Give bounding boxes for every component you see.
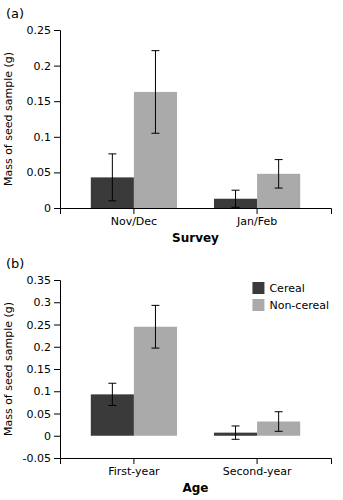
- legend-label: Cereal: [269, 282, 304, 295]
- tick-mark: [54, 369, 60, 370]
- error-bar: [232, 190, 240, 207]
- panel-label: (b): [6, 256, 24, 271]
- y-tick: -0.05: [23, 452, 60, 465]
- tick-label: Jan/Feb: [236, 215, 277, 228]
- y-tick: 0.25: [27, 24, 61, 37]
- legend-label: Non-cereal: [269, 299, 329, 312]
- tick-label: 0.15: [27, 363, 52, 376]
- x-tick: Second-year: [223, 458, 292, 478]
- series: [134, 305, 300, 435]
- y-tick: 0.15: [27, 363, 61, 376]
- tick-mark: [54, 302, 60, 303]
- tick-mark: [54, 101, 60, 102]
- tick-label: Second-year: [223, 465, 292, 478]
- tick-label: -0.05: [23, 452, 51, 465]
- tick-mark: [54, 325, 60, 326]
- y-axis-title: Mass of seed sample (g): [2, 302, 15, 436]
- y-axis-title: Mass of seed sample (g): [2, 52, 15, 186]
- tick-label: 0.25: [27, 319, 52, 332]
- series: [134, 51, 300, 208]
- tick-mark: [54, 137, 60, 138]
- tick-label: 0.1: [34, 385, 52, 398]
- tick-mark: [54, 414, 60, 415]
- tick-label: Nov/Dec: [111, 215, 157, 228]
- tick-label: 0: [44, 202, 51, 215]
- tick-label: 0.1: [34, 131, 52, 144]
- axis-line: [61, 209, 332, 215]
- tick-mark: [133, 208, 134, 214]
- tick-mark: [54, 172, 60, 173]
- error-bar: [275, 412, 283, 432]
- tick-label: 0.2: [34, 341, 52, 354]
- x-axis-title: Age: [182, 481, 208, 495]
- figure: 0 0.05 0.1 0.15 0.2 0.25 Nov/Dec Jan/Feb Mass of…: [0, 0, 343, 500]
- tick-mark: [257, 458, 258, 464]
- y-tick: 0.25: [27, 319, 61, 332]
- tick-label: 0: [44, 430, 51, 443]
- y-tick: 0.3: [34, 296, 61, 309]
- tick-label: 0.15: [27, 95, 52, 108]
- tick-mark: [133, 458, 134, 464]
- tick-mark: [54, 280, 60, 281]
- tick-label: 0.2: [34, 60, 52, 73]
- tick-mark: [54, 347, 60, 348]
- y-tick: 0.2: [34, 341, 61, 354]
- error-bar: [232, 426, 240, 439]
- tick-mark: [54, 391, 60, 392]
- y-tick: 0.05: [27, 166, 61, 179]
- axis-line: [54, 281, 61, 459]
- legend-item: Non-cereal: [252, 299, 329, 312]
- x-tick: First-year: [108, 458, 160, 478]
- legend: Cereal Non-cereal: [252, 282, 329, 312]
- x-axis: First-year Second-year: [61, 458, 332, 478]
- x-tick: Nov/Dec: [111, 208, 157, 228]
- y-tick: 0.15: [27, 95, 61, 108]
- tick-label: 0.05: [27, 166, 52, 179]
- tick-mark: [54, 458, 60, 459]
- x-axis-title: Survey: [172, 231, 219, 245]
- y-tick: 0: [44, 202, 60, 215]
- panel: 0 0.05 0.1 0.15 0.2 0.25 Nov/Dec Jan/Feb Mass of…: [2, 6, 332, 245]
- y-tick: 0.1: [34, 131, 61, 144]
- error-bar: [108, 154, 116, 201]
- x-axis: Nov/Dec Jan/Feb: [61, 208, 332, 228]
- x-tick: Jan/Feb: [236, 208, 277, 228]
- y-tick: 0.05: [27, 408, 61, 421]
- tick-label: 0.35: [27, 274, 52, 287]
- tick-mark: [54, 436, 60, 437]
- y-tick: 0.2: [34, 60, 61, 73]
- y-tick: 0.35: [27, 274, 61, 287]
- error-bar: [108, 383, 116, 405]
- y-tick: 0: [44, 430, 60, 443]
- axis-line: [61, 459, 332, 465]
- panel-label: (a): [6, 6, 24, 21]
- plot-area: [91, 305, 300, 439]
- y-tick: 0.1: [34, 385, 61, 398]
- tick-mark: [257, 208, 258, 214]
- legend-swatch: [252, 299, 264, 311]
- tick-label: 0.05: [27, 408, 52, 421]
- error-bar: [151, 305, 159, 348]
- y-axis: -0.05 0 0.05 0.1 0.15 0.2 0.25 0.3 0.35: [23, 274, 61, 465]
- tick-mark: [54, 30, 60, 31]
- tick-mark: [54, 208, 60, 209]
- tick-label: 0.25: [27, 24, 52, 37]
- tick-label: 0.3: [34, 296, 52, 309]
- axis-line: [54, 31, 61, 209]
- legend-swatch: [252, 282, 264, 294]
- plot-area: [91, 51, 300, 208]
- y-axis: 0 0.05 0.1 0.15 0.2 0.25: [27, 24, 61, 215]
- error-bar: [275, 160, 283, 188]
- panel: -0.05 0 0.05 0.1 0.15 0.2 0.25 0.3 0.35 First-yea…: [2, 256, 332, 495]
- tick-label: First-year: [108, 465, 160, 478]
- tick-mark: [54, 66, 60, 67]
- error-bar: [151, 51, 159, 134]
- legend-item: Cereal: [252, 282, 304, 295]
